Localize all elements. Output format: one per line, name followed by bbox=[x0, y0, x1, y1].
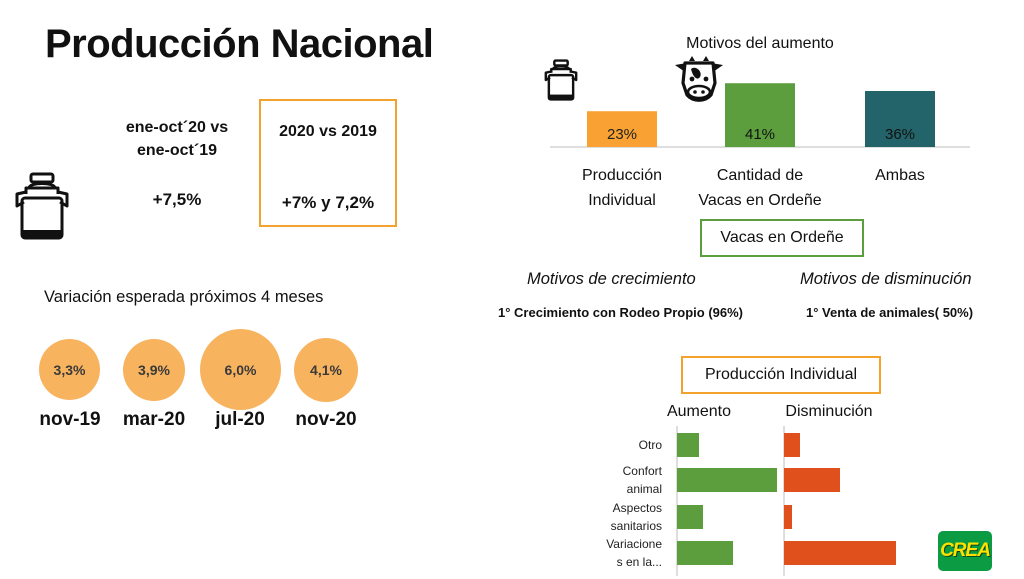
bar bbox=[677, 505, 703, 529]
category-label: Cantidad de bbox=[717, 167, 803, 184]
bar bbox=[784, 505, 792, 529]
variation-bubble-value: 4,1% bbox=[310, 362, 342, 378]
bar bbox=[725, 83, 795, 147]
expected-variation-title: Variación esperada próximos 4 meses bbox=[44, 288, 324, 306]
category-label: sanitarios bbox=[611, 519, 662, 533]
category-label: Ambas bbox=[875, 167, 925, 184]
category-label: Otro bbox=[639, 438, 663, 452]
variation-bubble-label: mar-20 bbox=[122, 409, 186, 430]
bar-value-label: 41% bbox=[745, 126, 775, 143]
series-header: Aumento bbox=[667, 403, 731, 420]
variation-bubble: 3,9% bbox=[123, 339, 185, 401]
crea-logo-text: CREA bbox=[940, 540, 991, 561]
decline-reasons-header: Motivos de disminución bbox=[800, 270, 972, 288]
milk-can-icon bbox=[15, 172, 69, 240]
variation-bubble: 6,0% bbox=[200, 329, 281, 410]
bar bbox=[865, 91, 935, 147]
series-header: Disminución bbox=[785, 403, 872, 420]
year-comparison-box: 2020 vs 2019 +7% y 7,2% bbox=[259, 99, 397, 227]
variation-bubble-value: 3,9% bbox=[138, 362, 170, 378]
reasons-chart-title: Motivos del aumento bbox=[686, 35, 834, 52]
decline-reason: 1° Venta de animales( 50%) bbox=[806, 305, 974, 320]
variation-bubble-label: nov-19 bbox=[39, 409, 101, 430]
variation-bubble-label: nov-20 bbox=[295, 409, 357, 430]
bar bbox=[784, 433, 800, 457]
crea-logo: CREA bbox=[938, 531, 992, 571]
year-comparison-value: +7% y 7,2% bbox=[281, 193, 375, 212]
category-label: Aspectos bbox=[613, 501, 662, 515]
category-label: s en la... bbox=[617, 555, 662, 569]
bar bbox=[784, 468, 840, 492]
bar bbox=[587, 111, 657, 147]
cow-icon bbox=[675, 56, 723, 102]
category-label: Individual bbox=[588, 192, 656, 209]
category-label: animal bbox=[627, 482, 662, 496]
bar bbox=[784, 541, 896, 565]
bar-value-label: 36% bbox=[885, 126, 915, 143]
individual-chart: Aumento Disminución Otro Confort animal Aspec… bbox=[606, 403, 896, 576]
bar bbox=[677, 468, 777, 492]
variation-bubble-value: 3,3% bbox=[53, 361, 86, 378]
bar-value-label: 23% bbox=[607, 126, 637, 143]
variation-bubble-label: jul-20 bbox=[215, 409, 265, 430]
variation-bubble-value: 6,0% bbox=[224, 361, 257, 378]
bar bbox=[677, 541, 733, 565]
growth-reasons-header: Motivos de crecimiento bbox=[527, 270, 696, 288]
cows-milking-label: Vacas en Ordeñe bbox=[720, 229, 844, 246]
individual-production-label: Producción Individual bbox=[704, 366, 858, 383]
category-label: Confort bbox=[623, 464, 663, 478]
cows-milking-box: Vacas en Ordeñe bbox=[700, 219, 864, 257]
category-label: Variacione bbox=[606, 537, 662, 551]
milk-can-icon bbox=[544, 59, 578, 101]
variation-bubble: 4,1% bbox=[294, 338, 358, 402]
category-label: Producción bbox=[582, 167, 662, 184]
bar bbox=[677, 433, 699, 457]
reasons-chart: 23% Producción Individual 41% Cantidad de Vac… bbox=[550, 83, 970, 209]
period-comparison-value: +7,5% bbox=[152, 190, 202, 209]
page-title: Producción Nacional bbox=[45, 22, 434, 66]
period-comparison-label: ene-oct´20 vs ene-oct´19 bbox=[125, 119, 229, 159]
growth-reason: 1° Crecimiento con Rodeo Propio (96%) bbox=[498, 305, 744, 320]
variation-bubble: 3,3% bbox=[39, 339, 100, 400]
individual-production-box: Producción Individual bbox=[681, 356, 881, 394]
year-comparison-label: 2020 vs 2019 bbox=[279, 123, 377, 140]
category-label: Vacas en Ordeñe bbox=[698, 192, 821, 209]
